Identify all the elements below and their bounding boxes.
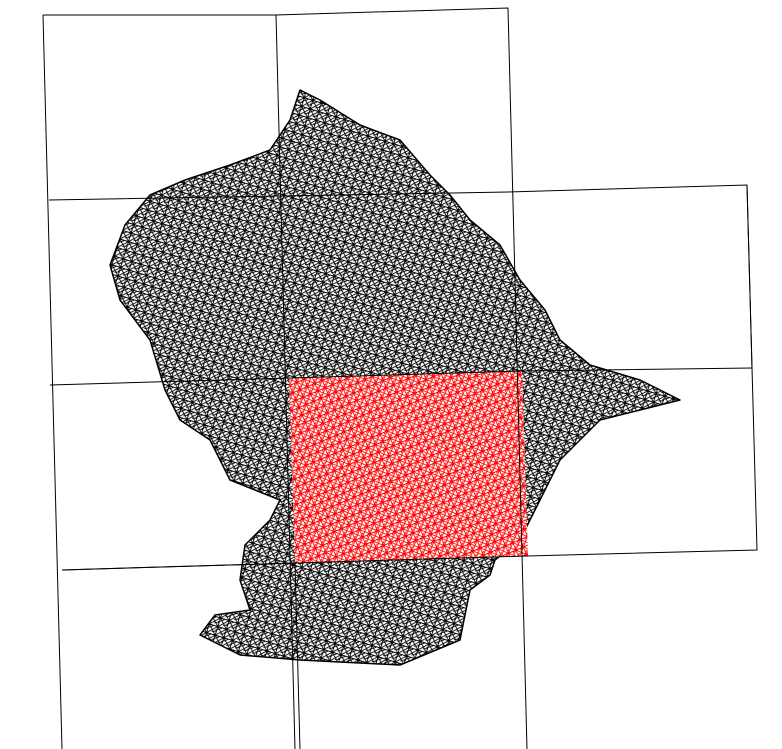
parcel-region bbox=[109, 89, 681, 666]
tile-grid bbox=[42, 7, 758, 749]
highlighted-tile bbox=[289, 371, 528, 563]
